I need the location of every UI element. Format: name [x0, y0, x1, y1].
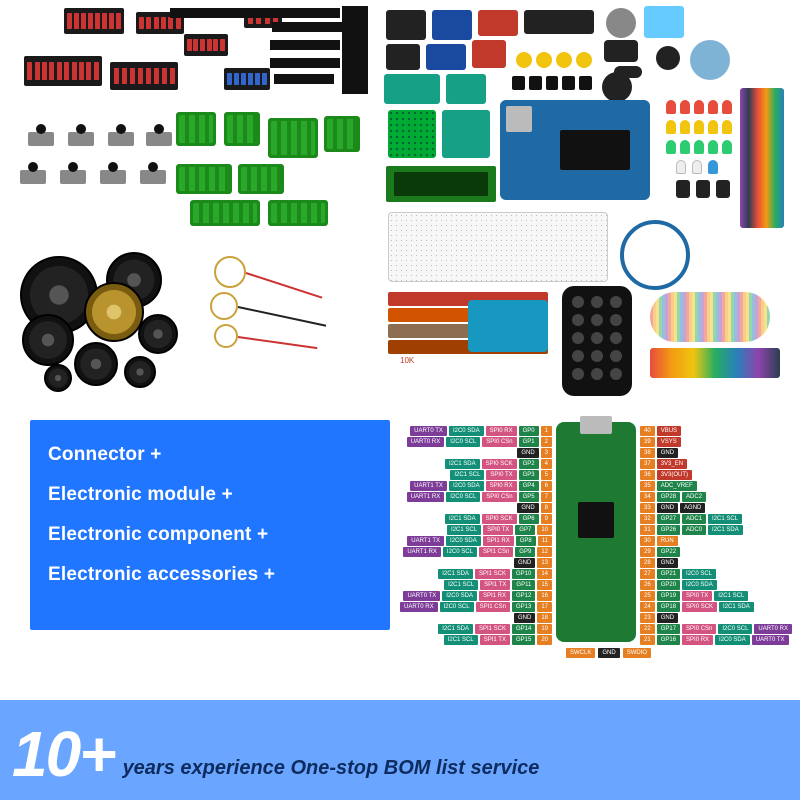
servo-motor [644, 6, 684, 38]
joystick [602, 72, 632, 102]
feature-line: Electronic accessories + [48, 564, 372, 586]
arduino-uno-board [500, 100, 650, 200]
dip-switch [224, 68, 270, 90]
ic-chip [272, 22, 342, 32]
feature-line: Electronic module + [48, 484, 372, 506]
ribbon-cable [650, 348, 780, 378]
swd-label: GND [598, 648, 619, 658]
terminal-block-group [176, 112, 366, 232]
buzzer [656, 46, 680, 70]
speaker-group [14, 248, 264, 398]
stepper-motor [690, 40, 730, 80]
swd-label: SWCLK [566, 648, 595, 658]
feature-line: Connector + [48, 444, 372, 466]
breadboard [388, 212, 608, 282]
ir-remote [562, 286, 632, 396]
feature-box: Connector + Electronic module + Electron… [30, 420, 390, 630]
tact-switch-group [18, 128, 178, 208]
dip-switch [24, 56, 102, 86]
pin-header-dual [342, 6, 368, 94]
sensor-module [478, 10, 518, 36]
ic-chip [270, 58, 340, 68]
experience-banner: 10+ years experience One-stop BOM list s… [0, 700, 800, 800]
banner-rest-text: years experience One-stop BOM list servi… [123, 757, 540, 786]
pin-header [170, 8, 340, 18]
swd-label: SWDIO [623, 648, 651, 658]
sensor-module [386, 44, 420, 70]
dupont-cable [740, 88, 784, 228]
ic-chip [274, 74, 334, 84]
button-cap [516, 52, 532, 68]
usb-cable [620, 220, 690, 290]
pico-pinout-diagram: UART0 TXI2C0 SDASPI0 RXGP01UART0 RXI2C0 … [406, 402, 786, 702]
resistor-label: 10K [400, 356, 414, 365]
sensor-module [426, 44, 466, 70]
transistor [676, 180, 690, 198]
battery-clip [604, 40, 638, 62]
sensor-module [472, 40, 506, 68]
sensor-module [386, 10, 426, 40]
jumper-wires [650, 292, 770, 342]
keypad-module [442, 110, 490, 158]
dip-switch [64, 8, 124, 34]
relay-module [432, 10, 472, 40]
dip-switch [110, 62, 178, 90]
electronics-kit-collage: 10K [380, 4, 790, 404]
module [446, 74, 486, 104]
seven-segment [524, 10, 594, 34]
rtc-module [384, 74, 440, 104]
banner-big-text: 10+ [12, 722, 115, 786]
dot-matrix [388, 110, 436, 158]
lcd-1602 [386, 166, 496, 202]
feature-line: Electronic component + [48, 524, 372, 546]
potentiometer [606, 8, 636, 38]
dip-switch [184, 34, 228, 56]
pico-board [556, 422, 636, 642]
rfid-module [468, 300, 548, 352]
ic-chip [270, 40, 340, 50]
